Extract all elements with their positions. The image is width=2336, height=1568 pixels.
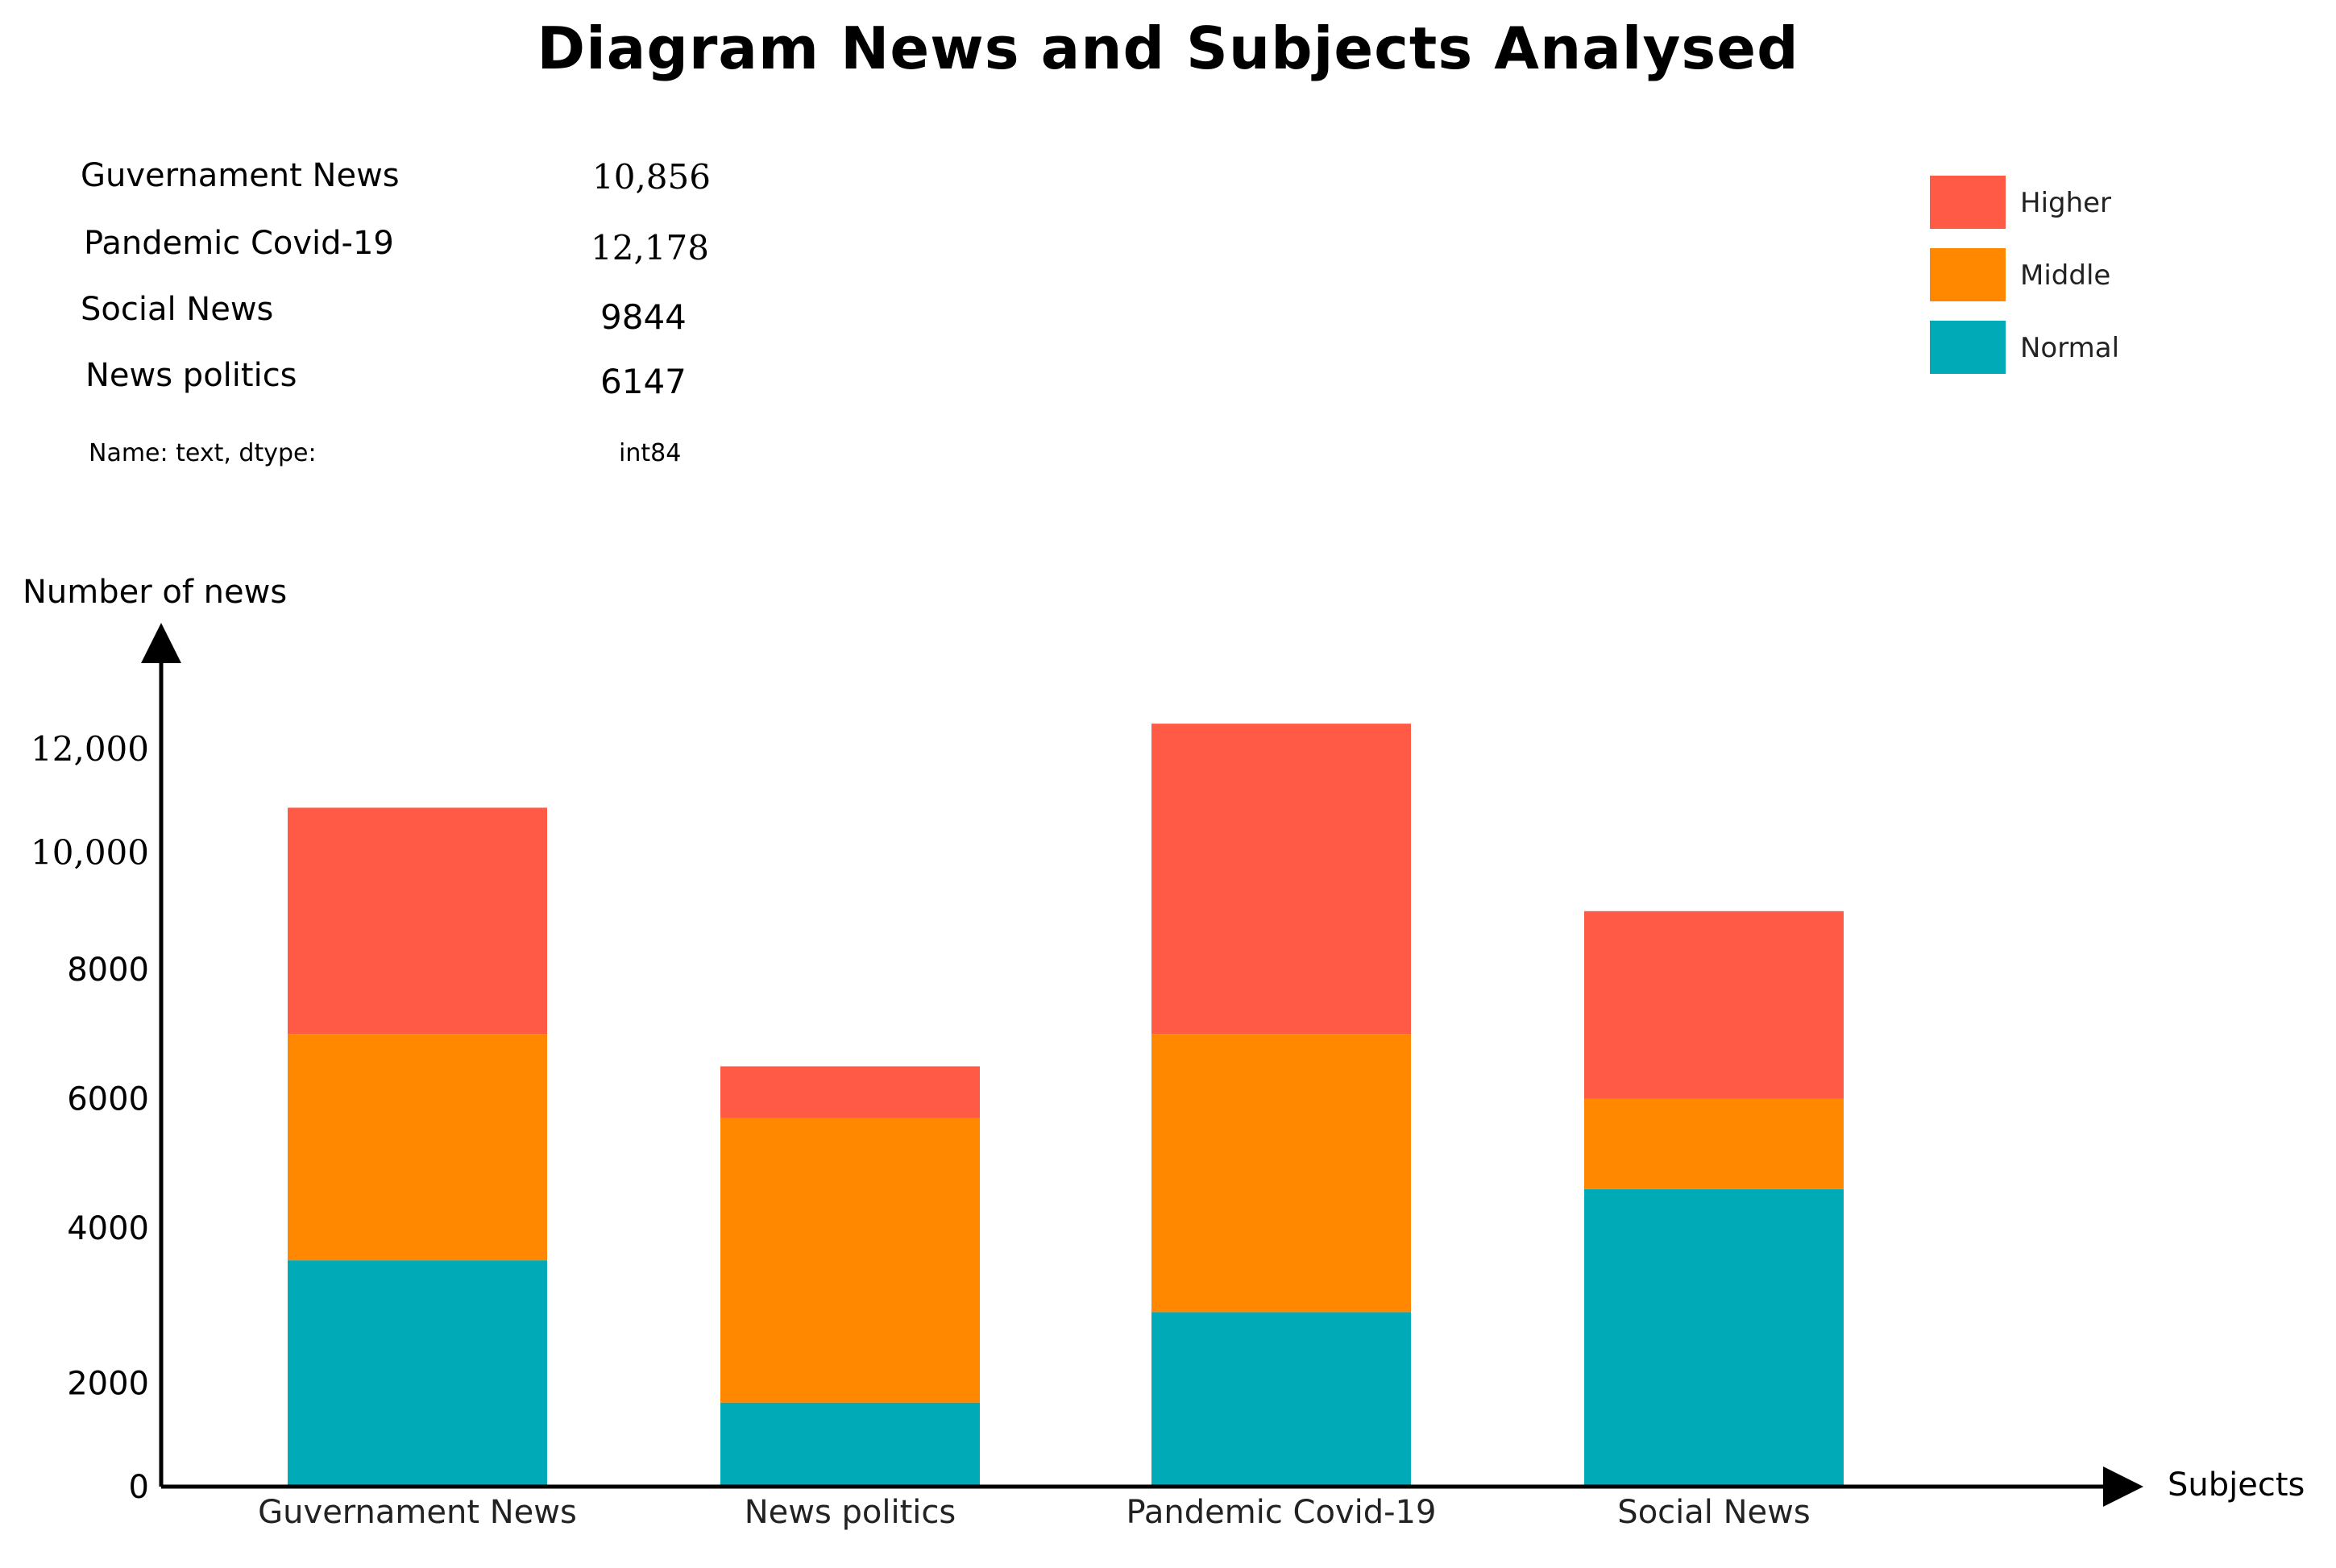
- legend-swatch-higher: [1930, 176, 2006, 229]
- legend-swatch-normal: [1930, 321, 2006, 374]
- summary-label: Pandemic Covid-19: [84, 225, 394, 262]
- bar-segment-middle: [720, 1118, 980, 1403]
- bars-group: [288, 724, 1844, 1487]
- bar-segment-middle: [1584, 1098, 1844, 1189]
- legend-label: Middle: [2020, 259, 2111, 292]
- legend: Higher Middle Normal: [1930, 176, 2188, 385]
- x-ticks-group: Guvernament News News politics Pandemic Co…: [258, 1494, 1811, 1531]
- bar-segment-normal: [288, 1260, 547, 1487]
- legend-item-middle: Middle: [1930, 248, 2188, 303]
- legend-item-higher: Higher: [1930, 176, 2188, 230]
- bar-segment-higher: [1151, 724, 1411, 1035]
- bar-segment-middle: [1151, 1034, 1411, 1313]
- x-tick-label: News politics: [745, 1494, 956, 1531]
- summary-footer-label: Name: text, dtype:: [89, 439, 317, 467]
- summary-label: News politics: [85, 357, 297, 394]
- bar-segment-higher: [288, 807, 547, 1035]
- summary-label: Guvernament News: [81, 157, 400, 194]
- y-axis-label: Number of news: [23, 574, 287, 611]
- bar-segment-normal: [720, 1402, 980, 1487]
- summary-label: Social News: [81, 291, 274, 328]
- bar-segment-middle: [288, 1034, 547, 1261]
- summary-value: 6147: [600, 362, 687, 401]
- chart-title: Diagram News and Subjects Analysed: [537, 15, 1799, 82]
- summary-value: 10,856: [592, 157, 711, 197]
- summary-value: 12,178: [591, 228, 709, 268]
- y-tick-label: 0: [129, 1469, 149, 1506]
- bar-segment-higher: [1584, 911, 1844, 1099]
- legend-label: Higher: [2020, 187, 2112, 219]
- x-tick-label: Pandemic Covid-19: [1127, 1494, 1437, 1531]
- x-tick-label: Social News: [1617, 1494, 1810, 1531]
- legend-label: Normal: [2020, 332, 2120, 364]
- legend-item-normal: Normal: [1930, 321, 2188, 375]
- y-tick-label: 8000: [67, 952, 149, 989]
- bar-segment-normal: [1151, 1312, 1411, 1487]
- x-tick-label: Guvernament News: [258, 1494, 577, 1531]
- y-tick-label: 2000: [67, 1366, 149, 1403]
- y-tick-label: 6000: [67, 1081, 149, 1118]
- y-tick-label: 10,000: [31, 833, 149, 873]
- legend-swatch-middle: [1930, 248, 2006, 301]
- bar-segment-higher: [720, 1066, 980, 1118]
- bar-segment-normal: [1584, 1188, 1844, 1487]
- y-tick-label: 4000: [67, 1210, 149, 1247]
- summary-table: Guvernament News 10,856 Pandemic Covid-1…: [81, 157, 741, 496]
- y-tick-label: 12,000: [31, 729, 149, 769]
- x-axis-label: Subjects: [2168, 1466, 2305, 1504]
- y-ticks-group: 0 2000 4000 6000 8000 10,000 12,000: [31, 729, 149, 1506]
- summary-footer-value: int84: [619, 439, 682, 467]
- summary-value: 9844: [600, 297, 687, 337]
